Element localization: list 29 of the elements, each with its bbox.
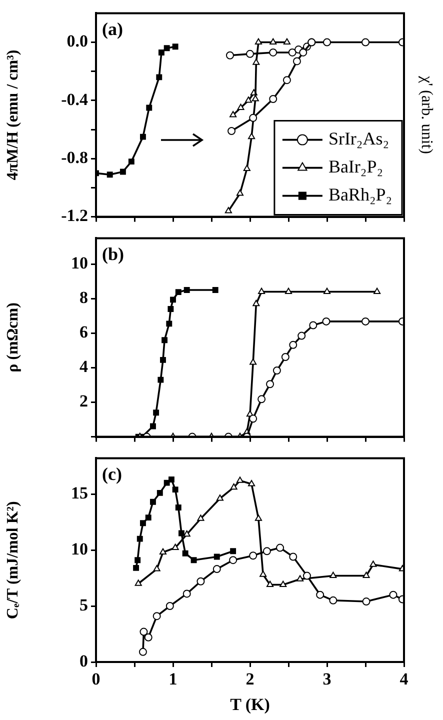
y-axis-title: 4πM/H (emu / cm³) xyxy=(4,50,22,180)
y-tick-label: 0.0 xyxy=(66,32,88,51)
y-tick-label: 0 xyxy=(80,651,88,670)
y2-axis-title: χ' (arb. unit) xyxy=(418,75,435,154)
x-tick-label: 2 xyxy=(246,670,254,689)
y-tick-label: 15 xyxy=(71,483,88,502)
y-tick-label: 6 xyxy=(80,322,88,342)
x-tick-label: 1 xyxy=(168,670,178,689)
y-tick-label: 2 xyxy=(80,392,88,411)
y-tick-label: 8 xyxy=(80,288,88,308)
y-tick-label: -0.8 xyxy=(61,148,88,168)
y-tick-label: 10 xyxy=(71,539,88,558)
x-tick-label: 3 xyxy=(322,670,332,689)
x-tick-label: 4 xyxy=(400,670,409,689)
y-tick-label: 10 xyxy=(71,253,88,272)
annotation: (b) xyxy=(102,244,124,264)
y-tick-label: -1.2 xyxy=(61,206,88,226)
y-tick-label: 5 xyxy=(80,595,88,614)
y-axis-title: Cₑ/T (mJ/mol K²) xyxy=(4,501,22,620)
legend-label: BaRh₂P₂ xyxy=(328,184,392,205)
x-tick-label: 0 xyxy=(92,670,100,689)
annotation: (c) xyxy=(102,464,122,484)
legend-label: SrIr₂As₂ xyxy=(328,128,389,149)
y-tick-label: 4 xyxy=(80,357,88,376)
legend-label: BaIr₂P₂ xyxy=(328,156,383,177)
y-tick-label: -0.4 xyxy=(61,90,88,109)
annotation: (a) xyxy=(102,18,123,39)
y-axis-title: ρ (mΩcm) xyxy=(4,302,22,372)
x-axis-title: T (K) xyxy=(230,695,270,714)
